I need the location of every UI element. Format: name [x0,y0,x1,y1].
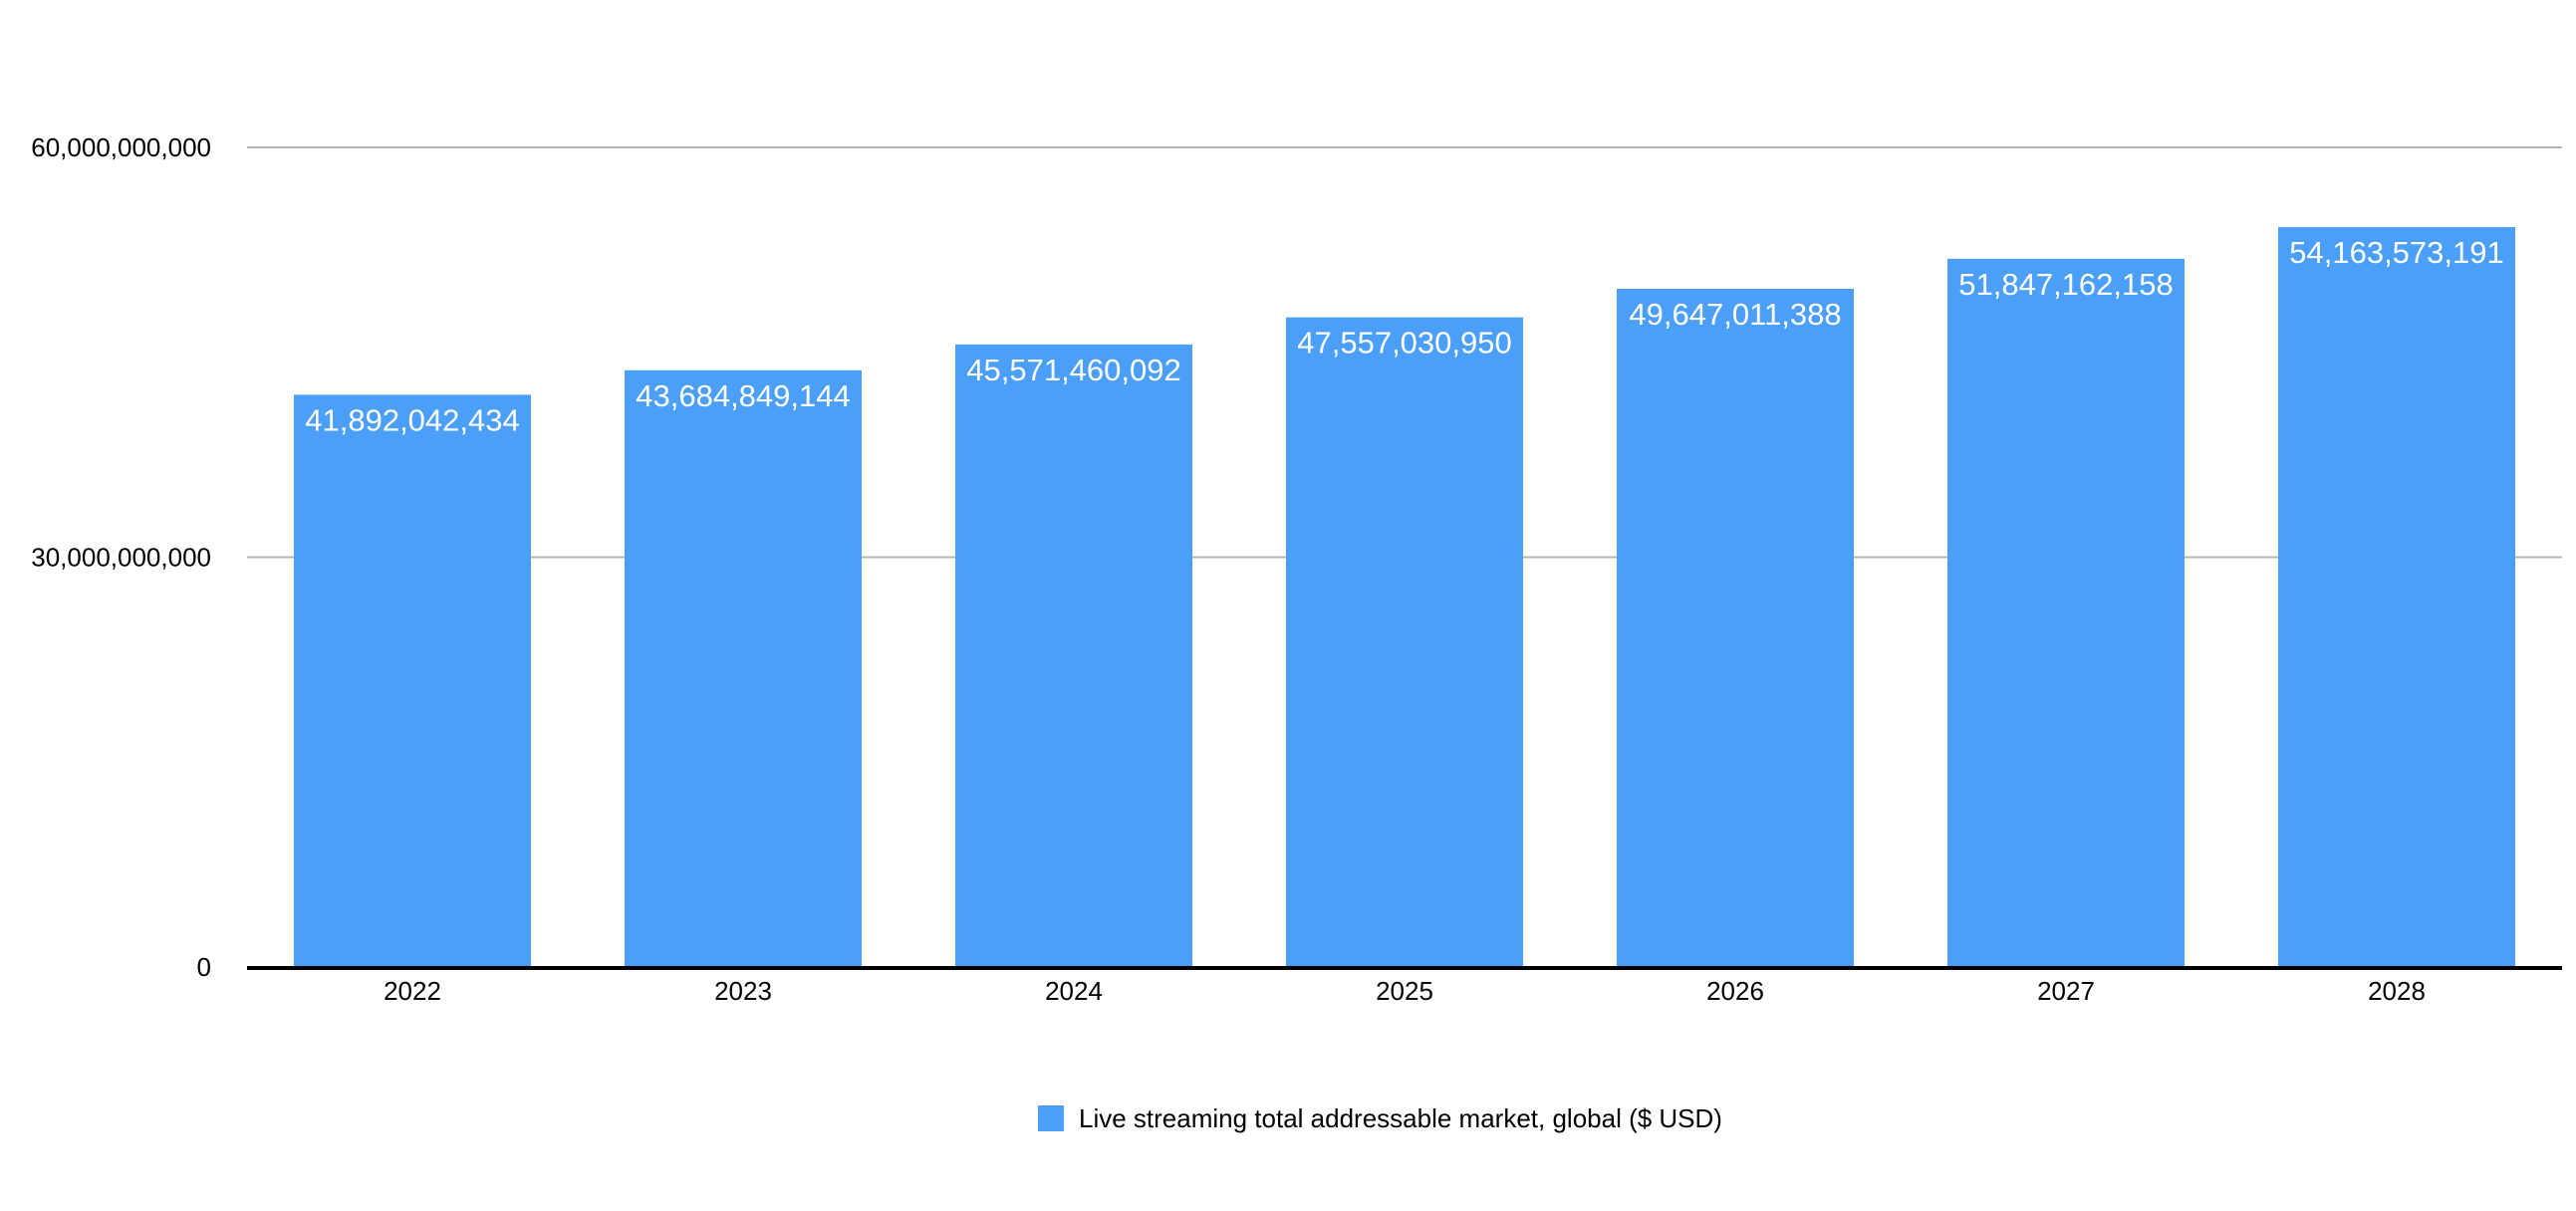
x-tick-label-2028: 2028 [2368,976,2426,1006]
data-label-2025: 47,557,030,950 [1297,326,1512,361]
bar-2028 [2278,227,2515,967]
data-label-2027: 51,847,162,158 [1958,267,2174,302]
bars: 41,892,042,434 43,684,849,144 45,571,460,0… [294,227,2515,968]
data-label-2022: 41,892,042,434 [305,402,520,437]
x-tick-label-2027: 2027 [2037,976,2095,1006]
y-tick-label: 60,000,000,000 [31,132,211,162]
bar-2025 [1286,317,1523,968]
x-axis-tick-labels: 2022 2023 2024 2025 2026 2027 2028 [384,976,2426,1006]
bar-2022 [294,394,531,967]
data-label-2023: 43,684,849,144 [636,378,851,413]
bar-2024 [955,344,1192,967]
y-tick-label: 0 [197,952,211,982]
x-tick-label-2025: 2025 [1376,976,1433,1006]
legend-label: Live streaming total addressable market,… [1079,1103,1722,1133]
data-label-2026: 49,647,011,388 [1629,297,1841,332]
y-axis-tick-labels: 0 30,000,000,000 60,000,000,000 [31,132,211,982]
x-tick-label-2023: 2023 [714,976,772,1006]
bar-2023 [625,369,862,967]
x-tick-label-2022: 2022 [384,976,441,1006]
data-label-2028: 54,163,573,191 [2289,235,2504,270]
y-tick-label: 30,000,000,000 [31,543,211,573]
x-tick-label-2026: 2026 [1706,976,1764,1006]
legend: Live streaming total addressable market,… [1038,1103,1722,1133]
bar-2027 [1947,258,2185,967]
x-tick-label-2024: 2024 [1045,976,1103,1006]
bar-2026 [1617,289,1854,967]
legend-swatch [1038,1105,1064,1131]
data-label-2024: 45,571,460,092 [966,353,1181,387]
